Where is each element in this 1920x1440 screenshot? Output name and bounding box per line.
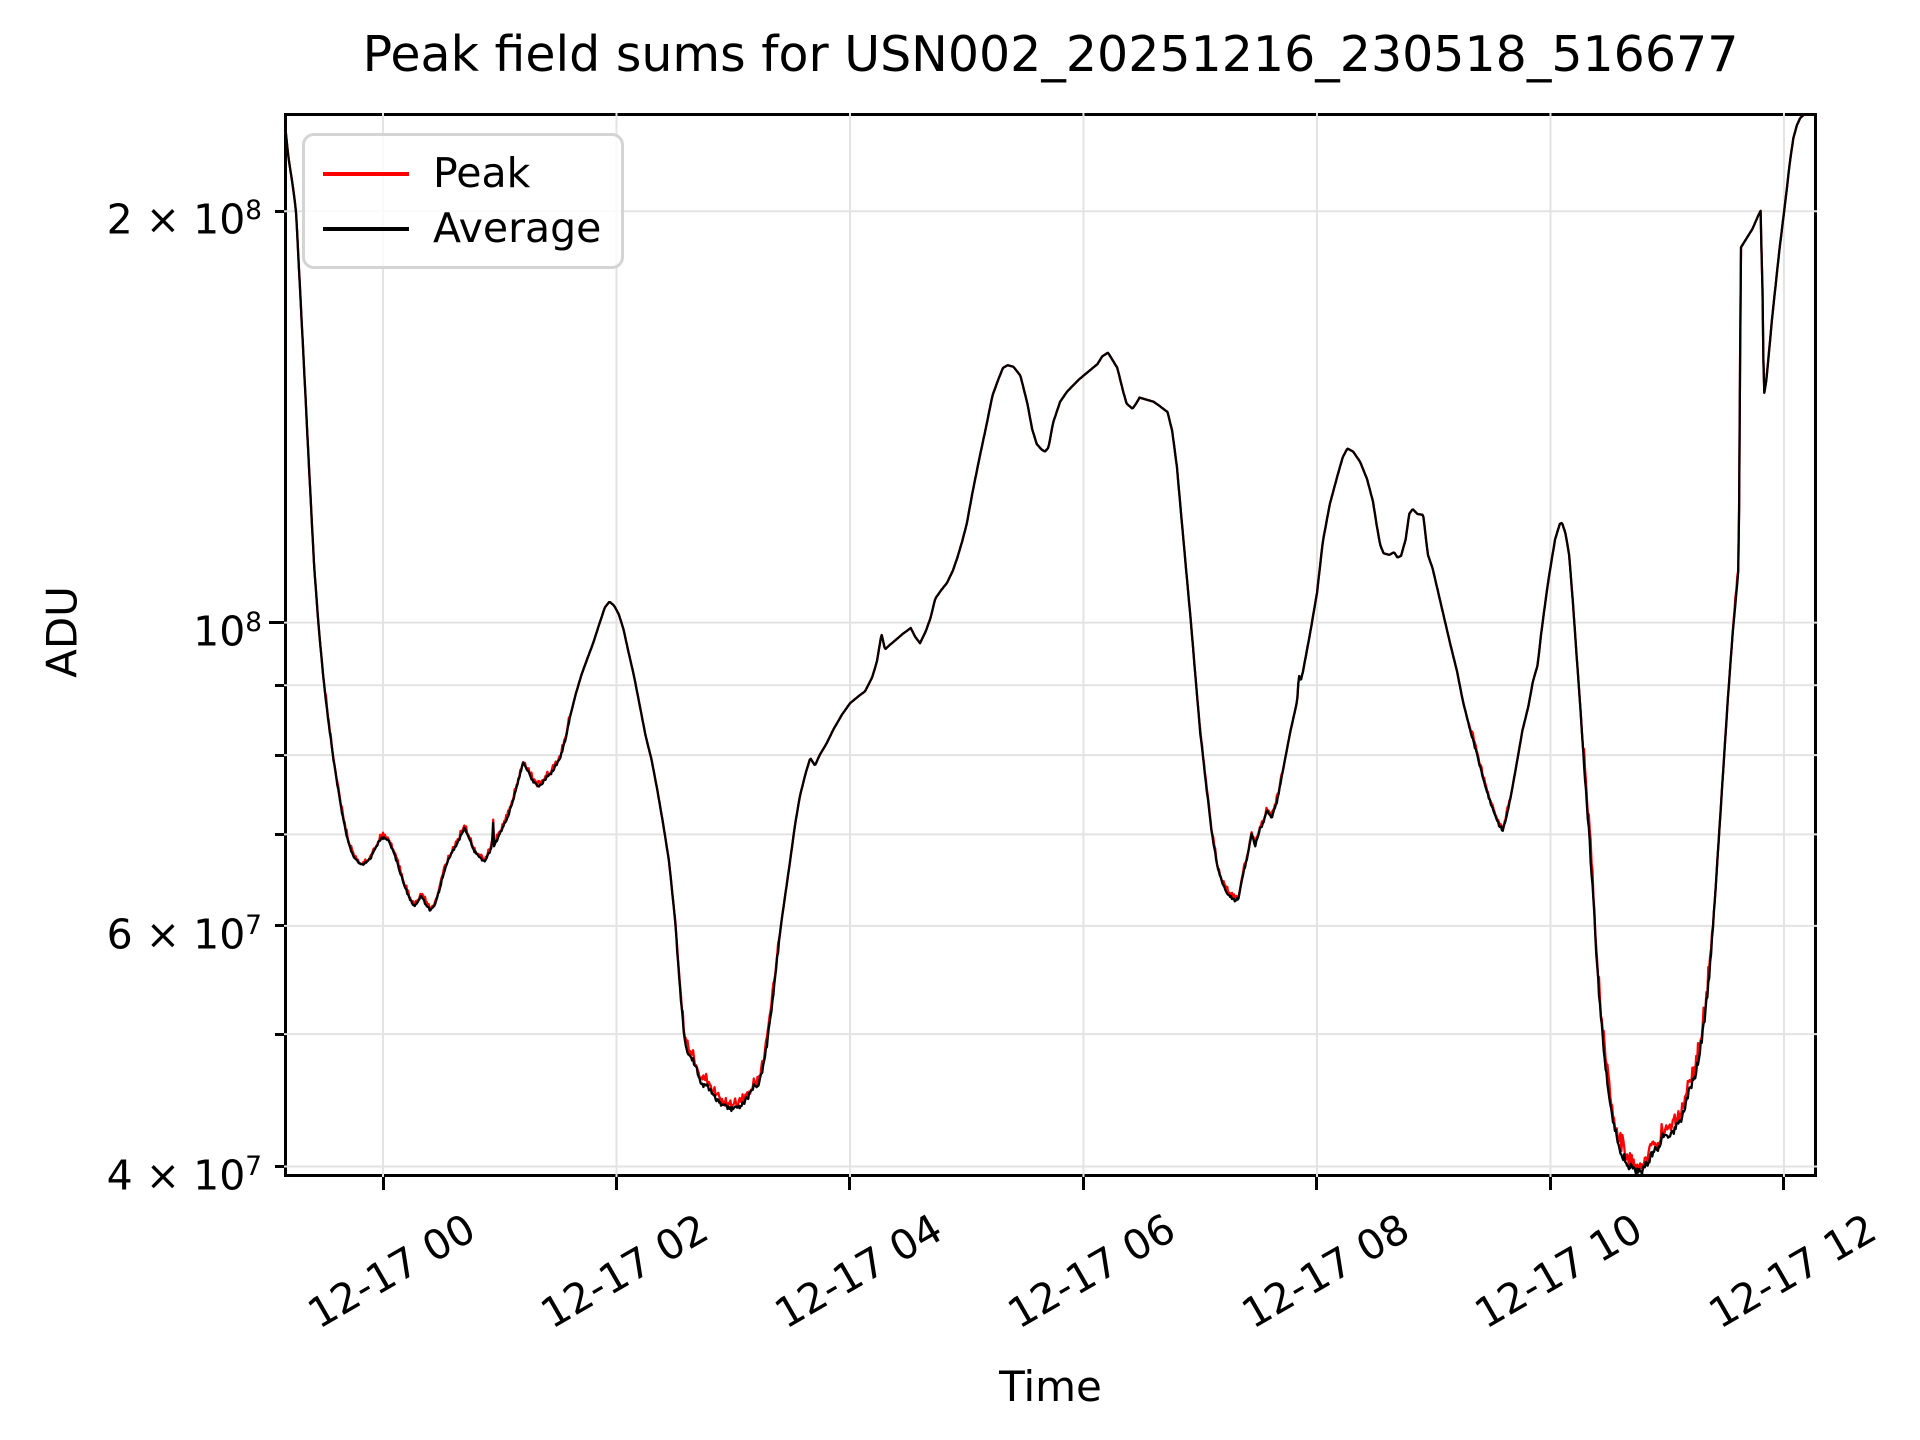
y-tick-mark xyxy=(275,832,284,836)
x-tick-mark xyxy=(381,1177,385,1190)
y-tick-label: 6 × 107 xyxy=(106,910,262,959)
legend: Peak Average xyxy=(302,133,624,269)
legend-label-average: Average xyxy=(433,204,602,252)
x-tick-label: 12-17 02 xyxy=(532,1204,717,1339)
average-line-sample xyxy=(323,226,409,231)
chart-canvas xyxy=(284,113,1817,1177)
x-tick-mark xyxy=(1782,1177,1786,1190)
x-tick-mark xyxy=(1081,1177,1085,1190)
x-tick-label: 12-17 08 xyxy=(1233,1204,1417,1339)
y-tick-exponent: 7 xyxy=(245,1151,262,1182)
y-tick-label: 2 × 108 xyxy=(106,195,262,244)
y-tick-mark xyxy=(275,753,284,757)
average-series-line xyxy=(284,113,1817,1177)
y-tick-exponent: 8 xyxy=(245,607,262,638)
x-tick-mark xyxy=(848,1177,852,1190)
x-tick-label: 12-17 06 xyxy=(999,1204,1184,1339)
x-tick-label: 12-17 10 xyxy=(1466,1204,1651,1339)
y-tick-exponent: 8 xyxy=(245,196,262,227)
y-tick-mark xyxy=(269,621,284,625)
y-tick-mark xyxy=(275,209,284,213)
chart-title: Peak field sums for USN002_20251216_2305… xyxy=(362,26,1739,83)
peak-series-line xyxy=(284,113,1817,1172)
y-tick-mark xyxy=(275,683,284,687)
x-tick-mark xyxy=(614,1177,618,1190)
y-axis-label: ADU xyxy=(37,586,87,678)
y-tick-label: 4 × 107 xyxy=(106,1150,262,1199)
y-tick-label: 108 xyxy=(193,607,262,656)
peak-line-sample xyxy=(323,171,409,176)
legend-entry-peak: Peak xyxy=(323,153,621,194)
x-tick-mark xyxy=(1548,1177,1552,1190)
x-axis-label: Time xyxy=(999,1362,1102,1411)
y-tick-mark xyxy=(275,924,284,928)
x-tick-label: 12-17 12 xyxy=(1700,1204,1884,1339)
x-tick-label: 12-17 04 xyxy=(766,1204,950,1339)
legend-entry-average: Average xyxy=(323,208,621,249)
x-tick-label: 12-17 00 xyxy=(299,1204,484,1339)
y-tick-mark xyxy=(275,1032,284,1036)
plot-area xyxy=(284,113,1817,1177)
y-tick-exponent: 7 xyxy=(245,910,262,941)
y-tick-mark xyxy=(275,1165,284,1169)
x-tick-mark xyxy=(1315,1177,1319,1190)
legend-label-peak: Peak xyxy=(433,149,531,197)
